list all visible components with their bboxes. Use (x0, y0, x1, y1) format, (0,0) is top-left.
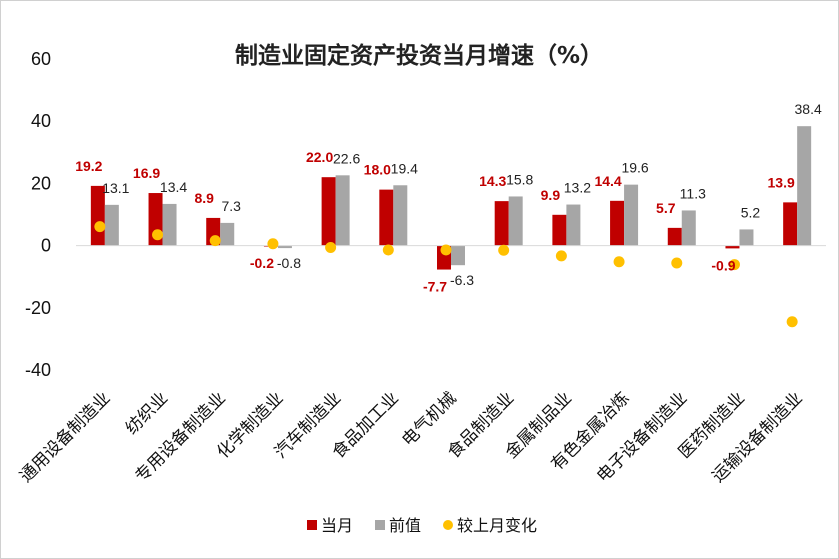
y-tick-label: 40 (31, 111, 51, 131)
data-label-current: 13.9 (768, 174, 795, 190)
data-label-current: 19.2 (75, 158, 102, 174)
bar-previous (220, 222, 235, 246)
x-axis: 通用设备制造业 纺织业专用设备制造业化学制造业汽车制造业食品加工业电气机械食品制造… (16, 388, 807, 486)
change-dot (209, 235, 221, 247)
data-label-current: 14.3 (479, 173, 506, 189)
data-label-previous: 5.2 (741, 204, 761, 220)
bar-current (379, 189, 394, 246)
change-dot (94, 221, 106, 233)
data-label-current: 22.0 (306, 149, 333, 165)
bar-current (783, 202, 798, 246)
data-label-previous: 13.4 (160, 179, 187, 195)
change-dot (498, 244, 510, 256)
y-tick-label: 60 (31, 49, 51, 69)
data-label-previous: 13.2 (564, 180, 591, 196)
data-label-previous: -6.3 (450, 272, 474, 288)
bars (90, 126, 812, 270)
change-dot (152, 229, 164, 241)
data-label-current: 16.9 (133, 165, 160, 181)
bar-previous (162, 203, 177, 246)
data-label-current: 18.0 (364, 162, 391, 178)
legend-marker-bar (375, 520, 385, 530)
change-dots (94, 221, 798, 328)
bar-previous (393, 185, 408, 246)
bar-previous (335, 175, 350, 246)
data-label-current: -7.7 (423, 279, 447, 295)
bar-current (725, 245, 740, 249)
data-label-previous: 11.3 (680, 185, 706, 201)
bar-previous (624, 184, 639, 246)
legend-marker-dot (443, 520, 453, 530)
data-label-previous: 19.6 (621, 160, 648, 176)
bar-current (610, 200, 625, 246)
bar-previous (451, 245, 465, 266)
data-label-current: -0.2 (250, 255, 274, 271)
legend: 当月 前值 较上月变化 (307, 516, 537, 535)
bar-previous (277, 245, 292, 249)
change-dot (728, 259, 740, 271)
y-tick-label: 20 (31, 173, 51, 193)
legend-marker-bar (307, 520, 317, 530)
bar-previous (739, 229, 754, 246)
data-label-previous: 13.1 (102, 180, 129, 196)
y-axis: 60 40 20 0 -20 -40 (25, 49, 51, 380)
bar-current (321, 177, 336, 246)
change-dot (671, 257, 683, 269)
x-tick-label: 通用设备制造业 (16, 388, 114, 486)
change-dot (267, 238, 279, 250)
change-dot (786, 316, 798, 328)
change-dot (325, 241, 337, 253)
data-label-previous: 22.6 (333, 150, 360, 166)
change-dot (555, 250, 567, 262)
x-tick-label: 纺织业 (122, 388, 172, 438)
legend-entry: 较上月变化 (457, 516, 537, 535)
y-tick-label: -20 (25, 298, 51, 318)
data-label-previous: 19.4 (391, 160, 418, 176)
bar-current (494, 201, 509, 246)
chart-title: 制造业固定资产投资当月增速（%） (235, 42, 603, 69)
data-label-current: 9.9 (541, 187, 561, 203)
y-tick-label: -40 (25, 360, 51, 380)
data-label-current: 14.4 (594, 173, 621, 189)
legend-entry: 当月 (321, 516, 353, 535)
bar-previous (681, 210, 696, 246)
data-label-current: 8.9 (194, 190, 214, 206)
change-dot (382, 244, 394, 256)
bar-previous (104, 204, 119, 246)
data-label-previous: -0.8 (277, 255, 301, 271)
change-dot (440, 244, 452, 256)
data-label-previous: 15.8 (506, 171, 533, 187)
data-label-current: -0.9 (711, 257, 735, 273)
bar-current (667, 227, 682, 246)
legend-entry: 前值 (389, 516, 421, 535)
bar-previous (508, 196, 523, 246)
change-dot (613, 256, 625, 268)
bar-previous (797, 126, 812, 246)
bar-previous (566, 204, 581, 246)
data-label-previous: 7.3 (221, 198, 241, 214)
data-label-previous: 38.4 (795, 101, 822, 117)
bar-current (552, 214, 567, 246)
y-tick-label: 0 (41, 236, 51, 256)
data-labels: 19.213.116.913.4 8.9 7.3 -0.2 -0.8 22.0 22.618… (75, 101, 822, 294)
data-label-current: 5.7 (656, 200, 676, 216)
